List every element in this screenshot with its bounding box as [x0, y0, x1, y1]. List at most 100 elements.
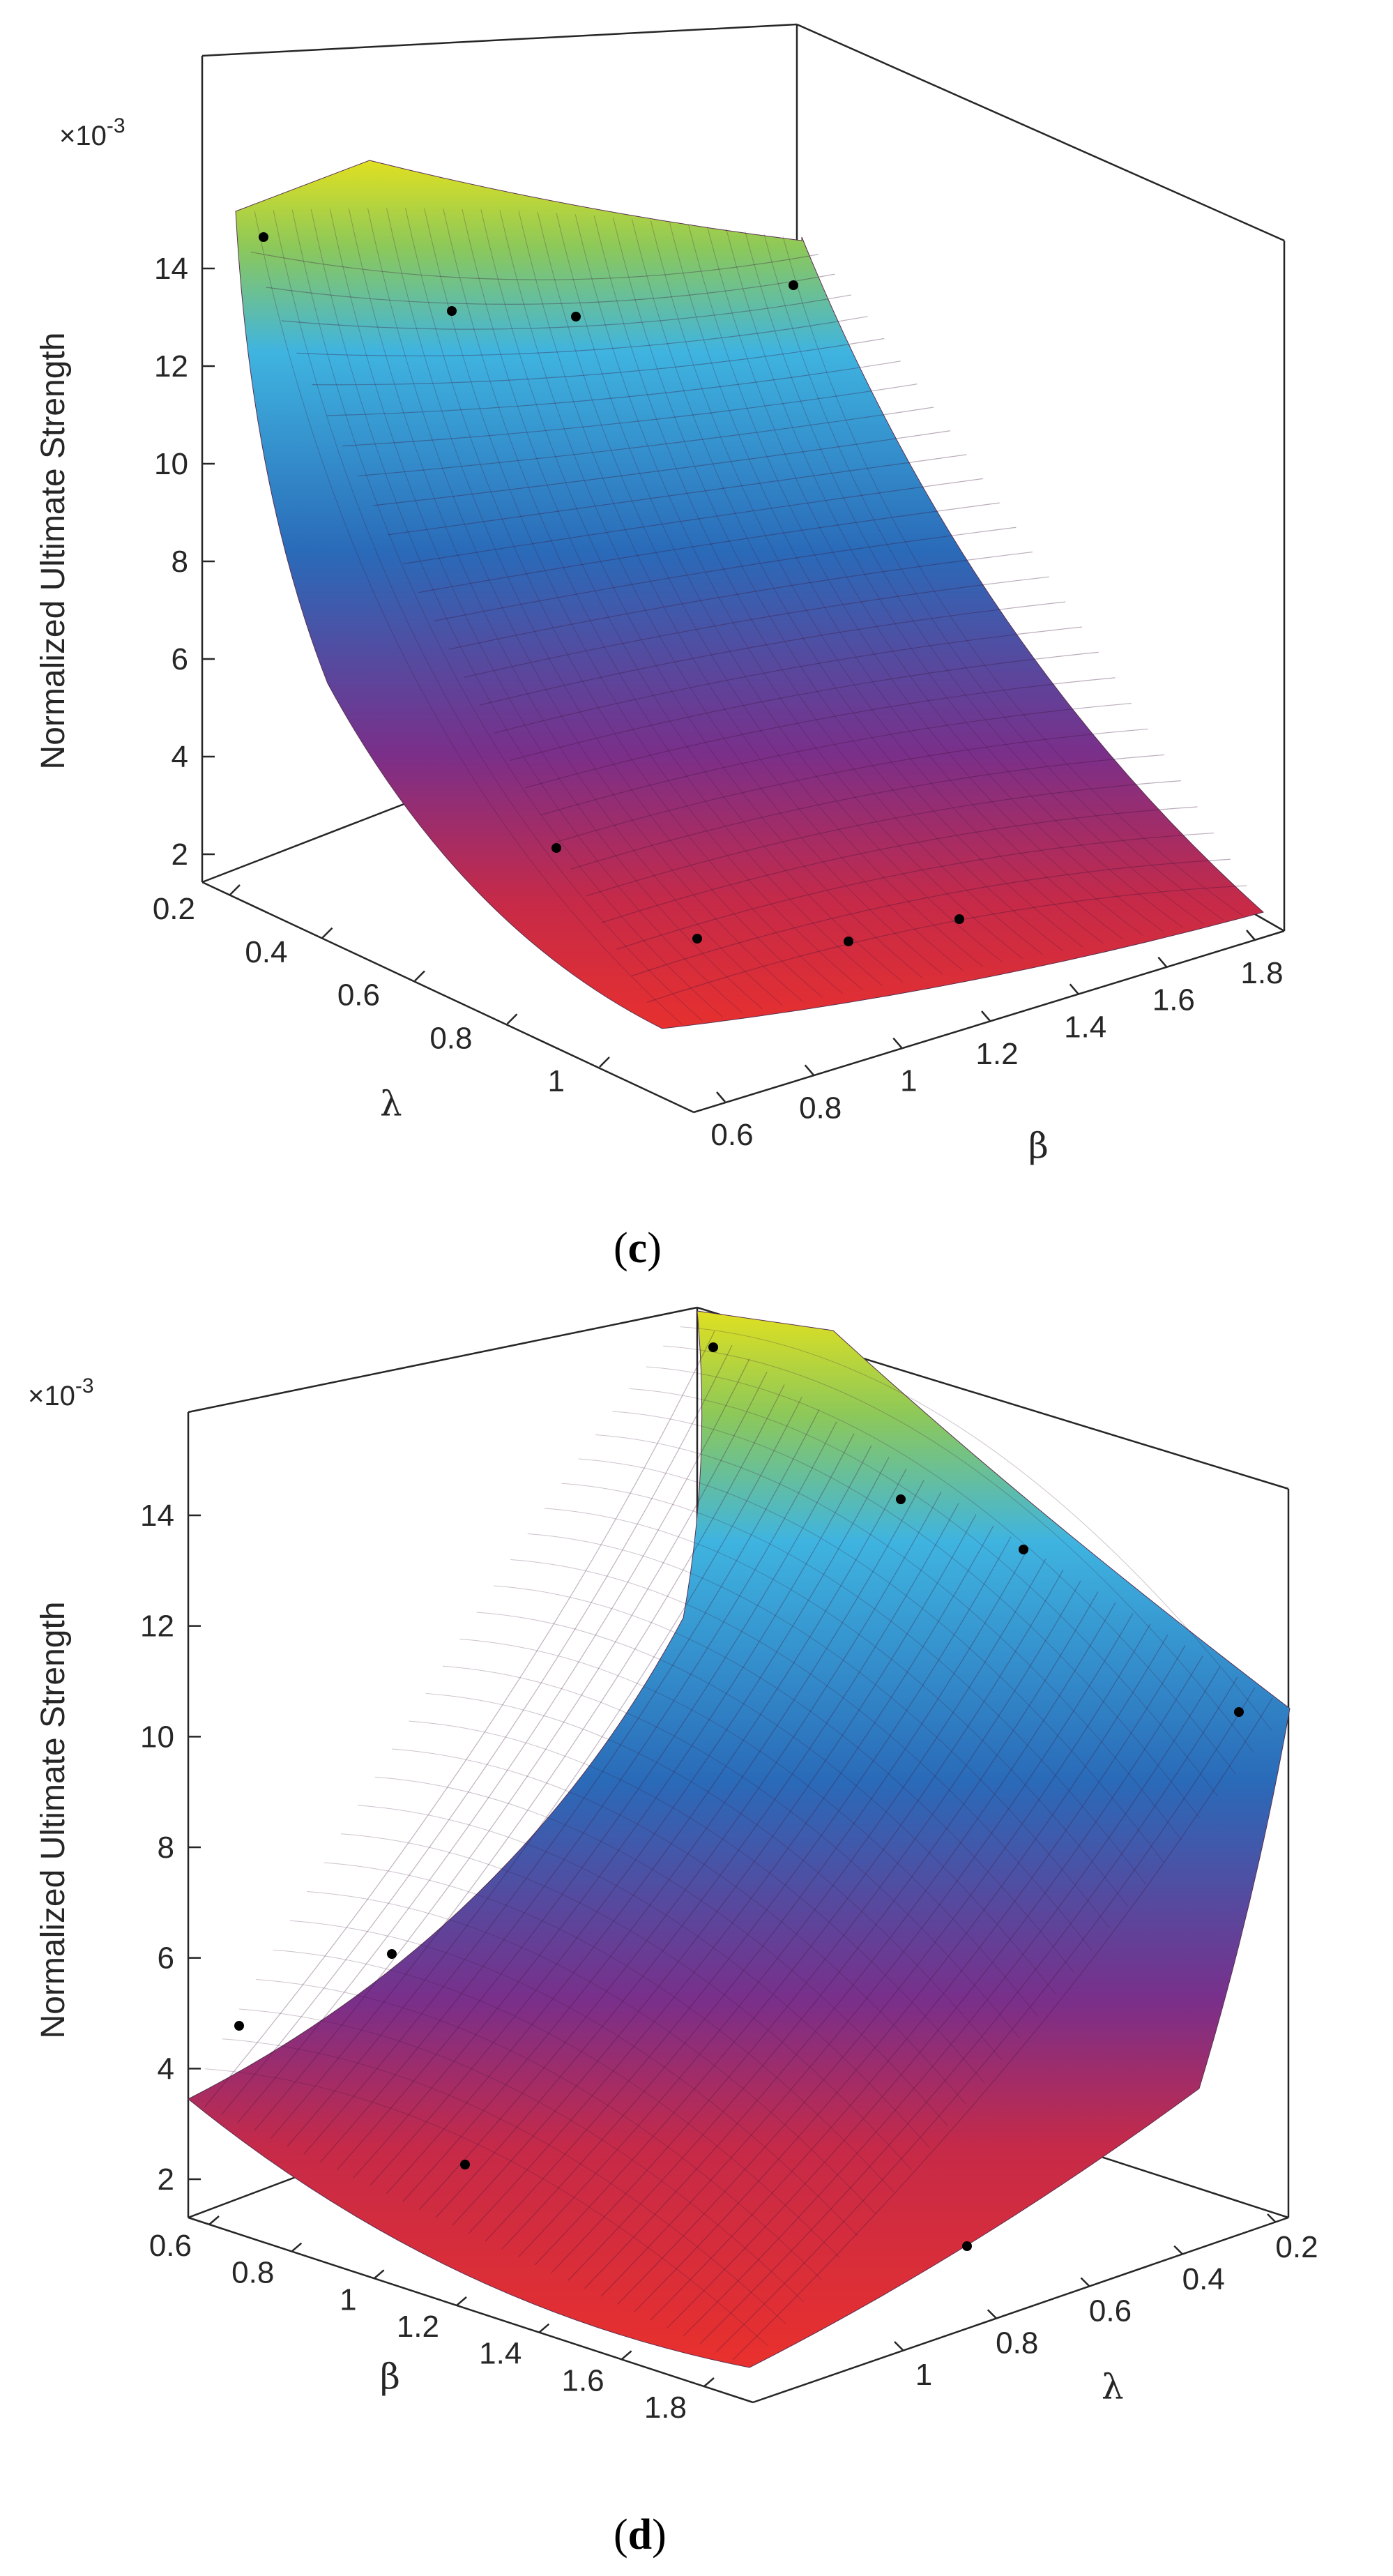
panel-d-mesh-line	[435, 1503, 959, 2218]
panel-c-mesh-line	[632, 858, 1231, 976]
panel-c-lambda-tick-label: 0.6	[337, 978, 380, 1013]
panel-d-data-point	[1019, 1545, 1028, 1554]
panel-c-mesh-line	[367, 208, 803, 1002]
panel-d-lambda-tick-label: 0.6	[1089, 2294, 1132, 2328]
panel-c-z-tick-label: 8	[172, 545, 188, 579]
panel-d-z-tick-label: 6	[158, 1941, 174, 1976]
panel-d-mesh-line	[323, 1862, 895, 2192]
panel-c-data-points	[259, 232, 964, 946]
panel-d-data-points	[234, 1342, 1244, 2251]
panel-d-mesh-line	[646, 1366, 1236, 1775]
panel-c-mesh-line	[745, 231, 1204, 925]
panel-d-beta-axis: 0.6 0.8 1 1.2 1.4 1.6 1.8	[149, 2215, 715, 2425]
panel-d-mesh-line	[612, 1411, 1201, 1819]
panel-c-lambda-tick-label: 1	[548, 1064, 565, 1098]
panel-d-caption: (d)	[614, 2511, 667, 2559]
panel-c-beta-tick-label: 1.6	[1152, 983, 1195, 1017]
panel-d-mesh-line	[584, 1602, 1116, 2289]
panel-d-data-point	[896, 1494, 906, 1504]
panel-c-mesh-line	[499, 210, 943, 975]
panel-d-lambda-tick-label: 0.8	[996, 2326, 1038, 2360]
panel-c-lambda-tick-mark	[599, 1056, 610, 1068]
panel-c-mesh-line	[266, 273, 835, 305]
panel-d-mesh-line	[732, 1697, 1273, 2361]
panel-c-lambda-tick-mark	[414, 970, 425, 982]
panel-d-mesh-line	[220, 1344, 733, 2116]
panel-c-beta-tick-mark	[1157, 956, 1168, 968]
panel-c-data-point	[259, 232, 268, 242]
panel-c-mesh-line	[357, 407, 934, 477]
panel-d-lambda-tick-label: 0.4	[1182, 2262, 1225, 2296]
panel-d-mesh-line	[650, 1645, 1186, 2321]
panel-d-data-point	[708, 1342, 718, 1352]
panel-c-mesh-line	[525, 677, 1116, 789]
panel-c-beta-tick-label: 1.2	[975, 1037, 1018, 1071]
panel-c-z-tick-label: 12	[154, 349, 188, 384]
panel-d-mesh-line	[578, 1458, 1164, 1863]
panel-d-mesh-line	[419, 1491, 942, 2210]
panel-c-mesh-line	[443, 208, 883, 987]
panel-d-beta-tick-mark	[621, 2350, 632, 2361]
panel-d-z-tick-label: 10	[140, 1720, 174, 1754]
panel-d-beta-tick-label: 1.2	[397, 2310, 439, 2344]
panel-c-caption: (c)	[614, 1225, 662, 1272]
panel-c-mesh-line	[281, 294, 852, 330]
panel-c-mesh-line	[372, 430, 950, 506]
panel-c-beta-label: β	[1028, 1126, 1049, 1166]
panel-c-beta-tick-mark	[716, 1091, 726, 1103]
panel-d-mesh-line	[336, 1433, 855, 2171]
panel-d-beta-tick-label: 1	[340, 2282, 356, 2317]
panel-d-mesh-line	[527, 1533, 1111, 1929]
panel-c-lambda-tick-mark	[506, 1013, 518, 1025]
panel-c-mesh-line	[329, 209, 763, 1010]
panel-c-mesh-line	[434, 526, 1017, 622]
panel-c-mesh-line	[424, 208, 863, 990]
panel-d-lambda-tick-mark	[1267, 2213, 1277, 2223]
panel-d-mesh-line	[667, 1656, 1203, 2328]
panel-d-beta-tick-mark	[538, 2323, 550, 2333]
panel-d-mesh-line	[237, 1358, 750, 2123]
panel-c-z-tick-label: 14	[154, 252, 188, 286]
panel-c-mesh-line	[405, 208, 843, 994]
panel-c-mesh-line	[688, 225, 1143, 936]
panel-d-mesh-line	[307, 1891, 876, 2214]
panel-c-mesh-line	[631, 219, 1083, 948]
panel-d-z-tick-label: 8	[158, 1831, 174, 1865]
panel-d-mesh-line	[204, 1331, 715, 2107]
panel-c-lambda-tick-mark	[321, 927, 333, 939]
panel-c-mesh-line	[707, 227, 1164, 932]
panel-c-mesh-line	[510, 651, 1099, 762]
panel-c: 2 4 6 8 10 12 14 ×10-3 Normalized Ultimate Str…	[35, 23, 1286, 1272]
panel-d-beta-tick-mark	[456, 2296, 467, 2306]
panel-c-data-point	[447, 306, 457, 316]
panel-d-mesh-line	[534, 1569, 1064, 2266]
panel-d-mesh-line	[358, 1805, 930, 2149]
panel-d-z-tick-label: 4	[158, 2052, 174, 2086]
panel-d-mesh-line	[369, 1457, 890, 2186]
panel-c-mesh-line	[616, 832, 1215, 950]
panel-d-z-tick-label: 14	[140, 1499, 174, 1533]
panel-c-data-point	[844, 937, 853, 946]
panel-c-z-tick-label: 10	[154, 447, 188, 481]
panel-d-mesh-line	[510, 1559, 1093, 1950]
panel-d-beta-tick-label: 1.6	[561, 2363, 604, 2397]
panel-d-beta-tick-label: 0.8	[231, 2256, 274, 2290]
panel-d-mesh-line	[551, 1580, 1081, 2273]
panel-c-mesh-line	[327, 361, 901, 416]
panel-c-beta-tick-mark	[1246, 930, 1256, 941]
panel-d-beta-tick-mark	[208, 2215, 220, 2225]
panel-c-mesh-line	[273, 210, 703, 1022]
panel-c-lambda-axis: 0.2 0.4 0.6 0.8 1	[153, 884, 610, 1098]
panel-c-z-label: Normalized Ultimate Strength	[35, 333, 72, 770]
panel-c-mesh-line	[494, 626, 1082, 734]
panel-d-lambda-tick-mark	[987, 2309, 997, 2319]
panel-c-mesh-line	[388, 454, 967, 536]
panel-d-mesh-line	[340, 1833, 912, 2170]
panel-c-data-point	[571, 312, 581, 321]
panel-c-mesh-line	[555, 728, 1148, 843]
panel-d-z-axis: 2 4 6 8 10 12 14	[140, 1499, 201, 2197]
panel-d-mesh-line	[238, 2008, 804, 2302]
panel-d-data-point	[962, 2241, 972, 2251]
panel-d-mesh-line	[452, 1514, 977, 2226]
panel-c-data-point	[789, 280, 798, 290]
